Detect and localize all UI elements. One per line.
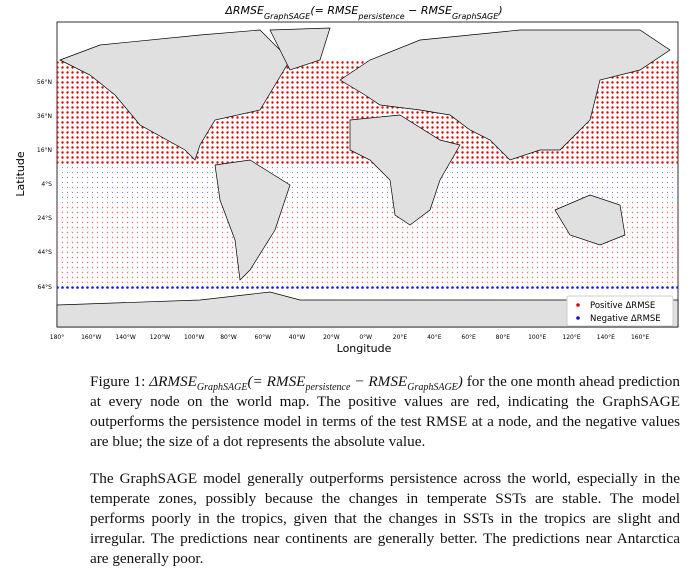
y-tick-label: 24°S [38,215,53,222]
legend-label: Negative ΔRMSE [590,314,661,324]
x-tick-label: 80°W [220,334,237,341]
x-tick-label: 40°E [427,334,442,341]
x-tick-label: 120°W [150,334,170,341]
x-tick-label: 180° [50,334,64,341]
x-tick-label: 100°W [184,334,204,341]
title-part: ΔRMSE [224,4,264,17]
figure: ΔRMSEGraphSAGE(= RMSEpersistence − RMSEG… [14,4,679,355]
title-part: ) [497,4,502,17]
legend-label: Positive ΔRMSE [590,301,655,311]
title-subscript: GraphSAGE [264,12,311,21]
y-tick-label: 56°N [37,79,52,86]
math-subscript: GraphSAGE [196,382,248,394]
legend [566,295,674,327]
title-subscript: GraphSAGE [452,12,499,21]
x-tick-label: 20°E [393,334,408,341]
x-tick-label: 160°E [631,334,649,341]
x-tick-label: 80°E [496,334,511,341]
x-tick-label: 140°E [597,334,615,341]
math-part: ΔRMSE [145,373,197,390]
x-tick-label: 60°W [255,334,272,341]
x-tick-label: 60°E [461,334,476,341]
legend-marker [576,316,580,320]
figure-title: ΔRMSEGraphSAGE(= RMSEpersistence − RMSEG… [224,4,502,21]
y-tick-label: 36°N [37,113,52,120]
x-tick-label: 120°E [562,334,580,341]
y-tick-label: 44°S [38,249,53,256]
math-subscript: persistence [305,382,351,394]
map [56,21,679,328]
legend-marker [576,303,580,307]
caption: Figure 1: ΔRMSEGraphSAGE(= RMSEpersisten… [90,372,680,452]
x-tick-label: 0°W [359,334,372,341]
paragraph: The GraphSAGE model generally outperform… [90,470,680,567]
math-part: ) [457,373,463,390]
caption-label: Figure 1: [90,373,146,390]
y-tick-label: 4°S [41,181,52,188]
caption-text: for the one month ahead prediction at ev… [90,373,680,450]
page: ΔRMSEGraphSAGE(= RMSEpersistence − RMSEG… [14,4,680,567]
y-tick-label: 64°S [38,284,53,291]
math-subscript: GraphSAGE [407,382,458,394]
title-part: (= RMSE [310,4,358,17]
x-tick-label: 100°E [528,334,546,341]
caption-math: ΔRMSEGraphSAGE(= RMSEpersistence − RMSEG… [145,373,463,394]
y-tick-label: 16°N [37,147,52,154]
title-subscript: persistence [357,12,404,21]
x-tick-label: 40°W [289,334,306,341]
x-tick-label: 20°W [323,334,340,341]
x-tick-label: 160°W [81,334,101,341]
y-axis-label: Latitude [14,151,27,197]
x-axis-label: Longitude [337,342,392,355]
math-part: (= RMSE [247,373,306,390]
x-tick-label: 140°W [115,334,135,341]
title-part: − RMSE [405,4,452,17]
math-part: − RMSE [350,373,408,390]
